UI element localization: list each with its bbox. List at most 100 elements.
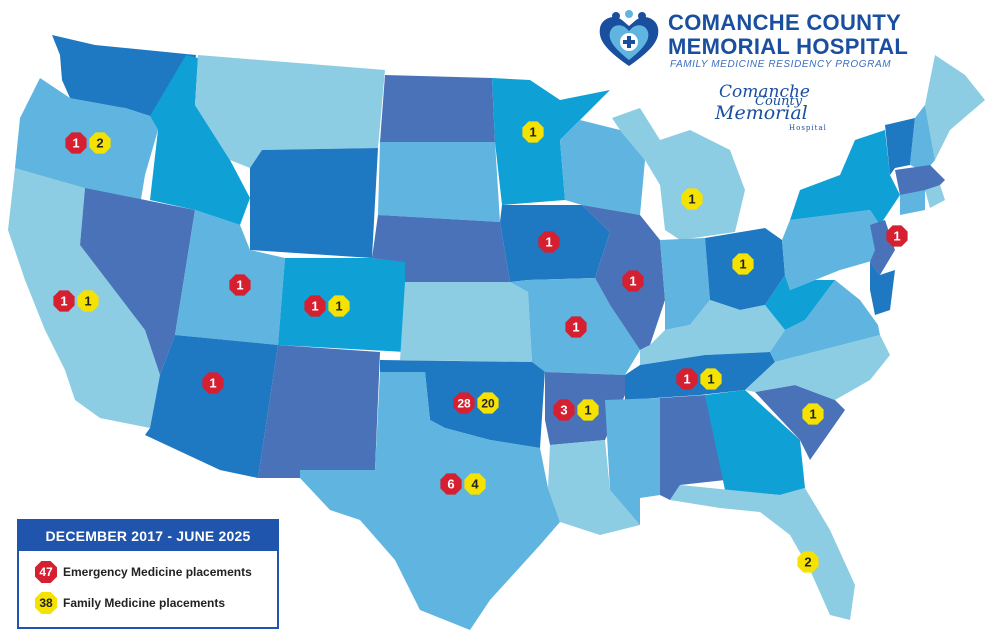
state-wyoming xyxy=(250,148,378,258)
emergency-badge-arkansas: 3 xyxy=(553,399,575,421)
family-badge-shape xyxy=(328,295,350,317)
state-kansas xyxy=(400,282,532,362)
script-logo-line4: Hospital xyxy=(789,124,827,132)
family-badge-shape xyxy=(802,403,824,425)
state-new-hampshire xyxy=(910,105,935,172)
family-count-ohio: 1 xyxy=(739,257,746,272)
family-badge-california: 1 xyxy=(77,290,99,312)
emergency-badge-shape xyxy=(202,372,224,394)
family-badge-shape xyxy=(522,121,544,143)
state-arizona xyxy=(145,335,278,478)
program-subtitle: FAMILY MEDICINE RESIDENCY PROGRAM xyxy=(670,59,892,70)
family-badge-michigan: 1 xyxy=(681,188,703,210)
family-count-oklahoma: 20 xyxy=(481,397,495,411)
emergency-badge-shape xyxy=(453,392,475,414)
state-delaware xyxy=(870,262,895,315)
family-badge-shape xyxy=(797,551,819,573)
emergency-badge-shape xyxy=(229,274,251,296)
state-michigan xyxy=(612,108,745,240)
family-badge-south-carolina: 1 xyxy=(802,403,824,425)
family-count-texas: 4 xyxy=(471,477,479,492)
family-count-colorado: 1 xyxy=(335,299,342,314)
family-badge-arkansas: 1 xyxy=(577,399,599,421)
state-new-york xyxy=(790,130,900,225)
emergency-count-illinois: 1 xyxy=(629,274,636,289)
emergency-count-arizona: 1 xyxy=(209,376,216,391)
family-badge-icon: 38 xyxy=(35,592,57,614)
emergency-count-colorado: 1 xyxy=(311,299,318,314)
state-florida xyxy=(670,485,855,620)
family-count-oregon: 2 xyxy=(96,136,103,151)
state-minnesota xyxy=(492,78,610,205)
state-north-carolina xyxy=(745,335,890,400)
legend: DECEMBER 2017 - JUNE 2025 47 Emergency M… xyxy=(17,519,279,629)
family-badge-shape xyxy=(477,392,499,414)
family-badge-minnesota: 1 xyxy=(522,121,544,143)
emergency-badge-oregon: 1 xyxy=(65,132,87,154)
state-connecticut xyxy=(900,190,925,215)
script-logo-line1: Comanche xyxy=(719,82,810,102)
emergency-badge-icon: 47 xyxy=(35,561,57,583)
legend-family-label: Family Medicine placements xyxy=(63,596,226,610)
state-tennessee xyxy=(625,352,775,400)
family-count-arkansas: 1 xyxy=(584,403,591,418)
emergency-badge-shape xyxy=(304,295,326,317)
state-kentucky xyxy=(640,300,785,365)
family-count-florida: 2 xyxy=(804,555,811,570)
emergency-badge-shape xyxy=(886,225,908,247)
family-badge-shape xyxy=(681,188,703,210)
emergency-badge-texas: 6 xyxy=(440,473,462,495)
emergency-badge-shape xyxy=(565,316,587,338)
state-south-carolina xyxy=(755,385,845,460)
family-count-south-carolina: 1 xyxy=(809,407,816,422)
family-badge-shape xyxy=(77,290,99,312)
state-south-dakota xyxy=(378,142,500,222)
hospital-name-line1: COMANCHE COUNTY xyxy=(668,10,902,35)
state-indiana xyxy=(660,238,710,330)
family-badge-florida: 2 xyxy=(797,551,819,573)
family-badge-shape xyxy=(464,473,486,495)
placement-badges: 1 2 1 1 1 1 1 1 1 1 1 1 1 1 1 28 20 3 1 1 1 1 6 4 2 xyxy=(53,121,908,573)
legend-row-family: 38 Family Medicine placements xyxy=(35,592,225,614)
family-badge-colorado: 1 xyxy=(328,295,350,317)
emergency-badge-colorado: 1 xyxy=(304,295,326,317)
state-maine xyxy=(925,55,985,160)
family-badge-texas: 4 xyxy=(464,473,486,495)
state-pennsylvania xyxy=(782,210,880,290)
legend-title: DECEMBER 2017 - JUNE 2025 xyxy=(19,521,277,551)
state-nebraska xyxy=(372,215,510,282)
legend-family-count: 38 xyxy=(39,596,53,610)
family-count-minnesota: 1 xyxy=(529,125,536,140)
state-virginia xyxy=(770,280,880,362)
state-montana xyxy=(195,55,385,168)
hospital-logo: COMANCHE COUNTY MEMORIAL HOSPITAL FAMILY… xyxy=(596,8,996,78)
state-alabama xyxy=(660,395,725,500)
state-new-mexico xyxy=(258,345,380,478)
state-wisconsin xyxy=(560,120,645,215)
state-north-dakota xyxy=(380,75,495,142)
emergency-count-texas: 6 xyxy=(447,477,454,492)
family-badge-shape xyxy=(577,399,599,421)
state-georgia xyxy=(705,390,805,495)
emergency-badge-oklahoma: 28 xyxy=(453,392,475,414)
state-louisiana xyxy=(548,440,640,535)
emergency-badge-utah: 1 xyxy=(229,274,251,296)
emergency-count-new-jersey: 1 xyxy=(893,229,900,244)
state-mississippi xyxy=(605,398,660,525)
emergency-badge-illinois: 1 xyxy=(622,270,644,292)
script-logo: Comanche County Memorial Hospital xyxy=(705,82,845,138)
state-utah xyxy=(175,210,285,345)
family-badge-shape xyxy=(700,368,722,390)
emergency-count-tennessee: 1 xyxy=(683,372,690,387)
script-logo-line2: County xyxy=(755,94,803,109)
emergency-count-oklahoma: 28 xyxy=(457,397,471,411)
state-texas xyxy=(300,372,560,630)
state-vermont xyxy=(885,118,915,175)
emergency-badge-shape xyxy=(440,473,462,495)
emergency-badge-shape xyxy=(65,132,87,154)
emergency-count-iowa: 1 xyxy=(545,235,552,250)
family-badge-oklahoma: 20 xyxy=(477,392,499,414)
emergency-badge-shape xyxy=(538,231,560,253)
script-logo-line3: Memorial xyxy=(715,102,808,124)
state-washington xyxy=(52,35,196,118)
